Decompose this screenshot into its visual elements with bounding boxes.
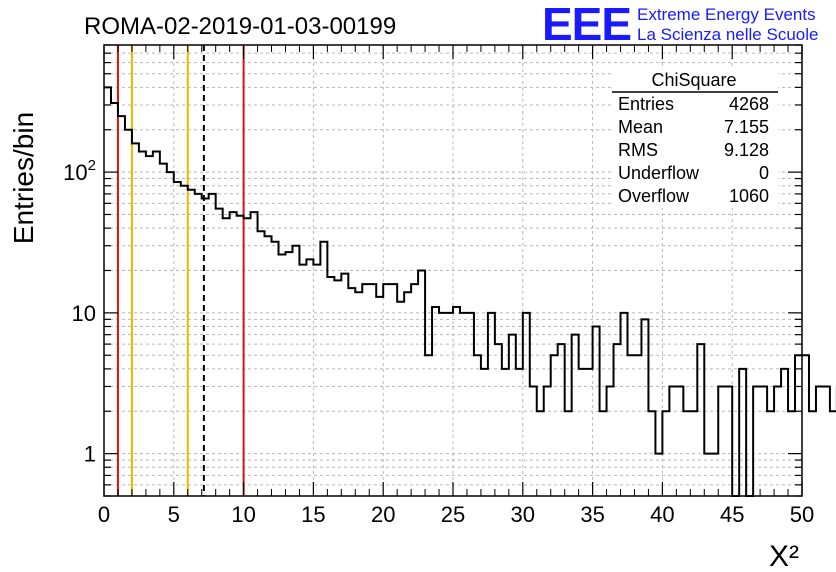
x-tick-label: 50 bbox=[790, 502, 814, 527]
x-tick-label: 15 bbox=[301, 502, 325, 527]
x-axis-label: X² bbox=[769, 540, 799, 572]
x-tick-label: 45 bbox=[720, 502, 744, 527]
stats-value-overflow: 1060 bbox=[729, 186, 769, 206]
x-tick-label: 20 bbox=[371, 502, 395, 527]
x-tick-label: 0 bbox=[98, 502, 110, 527]
stats-value-underflow: 0 bbox=[759, 163, 769, 183]
stats-value-entries: 4268 bbox=[729, 94, 769, 114]
x-tick-label: 35 bbox=[580, 502, 604, 527]
x-tick-label: 5 bbox=[168, 502, 180, 527]
grid bbox=[104, 44, 802, 497]
y-axis-label: Entries/bin bbox=[8, 112, 39, 244]
stats-label-overflow: Overflow bbox=[618, 186, 690, 206]
eee-logo: EEE bbox=[542, 0, 631, 50]
stats-value-mean: 7.155 bbox=[724, 117, 769, 137]
stats-label-rms: RMS bbox=[618, 140, 658, 160]
histogram-series bbox=[104, 86, 836, 497]
stats-box-title: ChiSquare bbox=[651, 70, 736, 90]
y-tick-label: 102 bbox=[63, 157, 96, 185]
eee-logo-line1: Extreme Energy Events bbox=[637, 5, 816, 24]
x-tick-label: 25 bbox=[441, 502, 465, 527]
x-tick-label: 40 bbox=[650, 502, 674, 527]
x-tick-label: 10 bbox=[231, 502, 255, 527]
stats-label-underflow: Underflow bbox=[618, 163, 700, 183]
chart-title: ROMA-02-2019-01-03-00199 bbox=[84, 13, 396, 40]
y-tick-label: 10 bbox=[72, 301, 96, 326]
stats-label-mean: Mean bbox=[618, 117, 663, 137]
reference-lines bbox=[116, 45, 245, 496]
axis-ticks bbox=[103, 44, 803, 497]
y-tick-labels: 1 10 102 bbox=[63, 157, 96, 467]
x-tick-label: 30 bbox=[511, 502, 535, 527]
y-tick-label: 1 bbox=[84, 442, 96, 467]
stats-box: ChiSquare Entries 4268 Mean 7.155 RMS 9.… bbox=[612, 68, 778, 208]
x-tick-labels: 0 5 10 15 20 25 30 35 40 45 50 bbox=[98, 502, 814, 527]
stats-value-rms: 9.128 bbox=[724, 140, 769, 160]
stats-label-entries: Entries bbox=[618, 94, 674, 114]
eee-logo-line2: La Scienza nelle Scuole bbox=[637, 25, 818, 44]
